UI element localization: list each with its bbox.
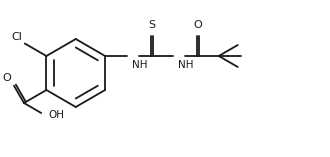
Text: OH: OH (48, 110, 64, 120)
Text: NH: NH (132, 60, 148, 70)
Text: NH: NH (178, 60, 193, 70)
Text: Cl: Cl (11, 32, 22, 43)
Text: O: O (2, 73, 11, 83)
Text: S: S (148, 20, 156, 30)
Text: O: O (194, 20, 202, 30)
